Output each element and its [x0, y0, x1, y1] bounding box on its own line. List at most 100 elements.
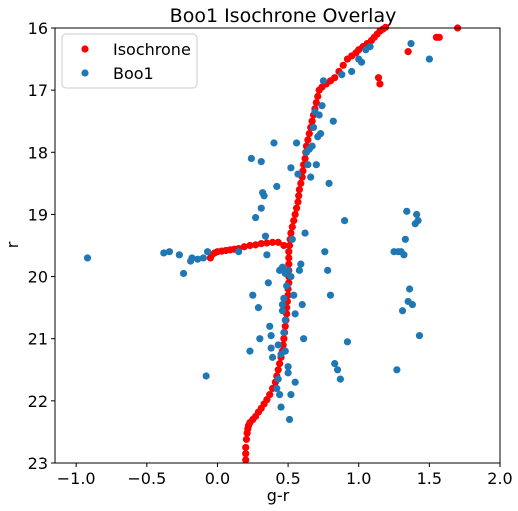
boo1-point-75 [348, 67, 356, 76]
legend-label-isochrone: Isochrone [113, 40, 191, 59]
boo1-point-90 [407, 39, 415, 48]
boo1-point-12 [246, 347, 254, 355]
boo1-point-2 [165, 248, 174, 256]
legend-box [61, 33, 198, 89]
boo1-point-95 [415, 332, 424, 340]
boo1-point-10 [203, 248, 212, 256]
boo1-point-8 [199, 254, 207, 262]
boo1-point-40 [287, 164, 295, 172]
boo1-point-7 [194, 255, 202, 263]
boo1-point-73 [341, 217, 349, 225]
isochrone-point-95 [257, 240, 265, 248]
isochrone-point-107 [206, 254, 214, 262]
boo1-point-98 [278, 263, 287, 271]
boo1-point-100 [287, 272, 295, 281]
isochrone-point-36 [285, 254, 293, 262]
isochrone-point-81 [381, 23, 390, 31]
series-boo1 [83, 39, 433, 424]
boo1-point-39 [285, 415, 294, 424]
boo1-point-49 [300, 335, 308, 343]
series-isochrone [206, 23, 462, 464]
boo1-point-42 [290, 291, 298, 299]
boo1-point-71 [336, 375, 344, 383]
x-tick-label: 2.0 [487, 469, 512, 488]
boo1-point-23 [263, 251, 271, 259]
isochrone-point-98 [240, 243, 248, 251]
plot-frame [54, 27, 501, 464]
x-tick-label: 1.0 [346, 469, 371, 488]
points-layer [83, 23, 462, 464]
isochrone-point-42 [290, 217, 298, 225]
isochrone-point-22 [279, 341, 287, 349]
isochrone-point-67 [331, 74, 339, 82]
boo1-point-34 [278, 307, 287, 315]
isochrone-point-46 [295, 192, 303, 200]
x-tick-label: 0.5 [275, 469, 300, 488]
boo1-point-58 [312, 161, 320, 169]
boo1-point-33 [277, 403, 285, 411]
boo1-point-26 [267, 332, 275, 340]
boo1-point-96 [425, 55, 433, 63]
boo1-point-106 [284, 369, 292, 377]
isochrone-point-14 [266, 391, 274, 399]
y-axis-ticks: 16 17 18 19 20 21 22 23 [28, 19, 55, 473]
boo1-point-32 [276, 391, 284, 399]
boo1-point-65 [324, 266, 332, 274]
isochrone-point-109 [376, 80, 384, 88]
isochrone-point-108 [374, 74, 383, 82]
boo1-point-16 [254, 304, 263, 312]
boo1-point-35 [280, 294, 288, 302]
boo1-point-79 [366, 43, 374, 51]
boo1-point-30 [273, 182, 281, 191]
legend-marker-boo1 [81, 69, 89, 77]
isochrone-point-58 [308, 117, 316, 125]
boo1-point-29 [270, 139, 278, 147]
y-tick-label: 19 [28, 205, 48, 224]
boo1-point-56 [309, 123, 318, 132]
boo1-point-48 [298, 300, 306, 309]
boo1-point-108 [291, 378, 299, 386]
y-tick-label: 20 [28, 268, 48, 287]
boo1-point-18 [257, 158, 265, 166]
boo1-point-62 [318, 102, 326, 110]
boo1-point-31 [274, 341, 282, 349]
boo1-point-105 [273, 384, 281, 393]
boo1-point-27 [267, 344, 275, 352]
isochrone-point-92 [274, 238, 282, 246]
isochrone-point-97 [246, 241, 254, 250]
isochrone-point-94 [263, 239, 271, 247]
boo1-point-84 [398, 307, 407, 315]
isochrone-point-25 [281, 322, 289, 330]
isochrone-point-93 [268, 238, 277, 246]
boo1-point-102 [280, 328, 288, 337]
isochrone-point-44 [292, 204, 301, 212]
boo1-point-1 [160, 249, 168, 257]
isochrone-point-0 [242, 456, 250, 464]
boo1-point-25 [266, 322, 274, 330]
isochrone-point-38 [285, 241, 294, 250]
isochrone-point-112 [435, 33, 443, 41]
boo1-point-37 [283, 282, 291, 290]
boo1-point-46 [295, 266, 303, 274]
boo1-point-61 [316, 130, 325, 138]
y-tick-label: 21 [28, 330, 48, 349]
x-tick-label: 0.0 [205, 469, 230, 488]
y-tick-label: 22 [28, 392, 48, 411]
boo1-point-14 [252, 213, 260, 222]
boo1-point-47 [297, 260, 305, 268]
y-tick-label: 16 [28, 19, 48, 38]
x-axis-ticks: −1.0 −0.5 0.0 0.5 1.0 1.5 2.0 [57, 463, 513, 488]
isochrone-point-18 [274, 366, 282, 374]
isochrone-point-2 [242, 443, 250, 452]
boo1-point-60 [315, 111, 323, 119]
boo1-point-74 [343, 338, 352, 346]
boo1-point-15 [249, 291, 257, 299]
legend: Isochrone Boo1 [61, 33, 198, 89]
boo1-point-19 [257, 204, 265, 212]
chart-title: Boo1 Isochrone Overlay [170, 5, 397, 27]
isochrone-point-23 [280, 335, 288, 343]
isochrone-point-61 [312, 98, 320, 107]
isochrone-point-19 [276, 359, 284, 368]
boo1-point-68 [329, 117, 337, 125]
